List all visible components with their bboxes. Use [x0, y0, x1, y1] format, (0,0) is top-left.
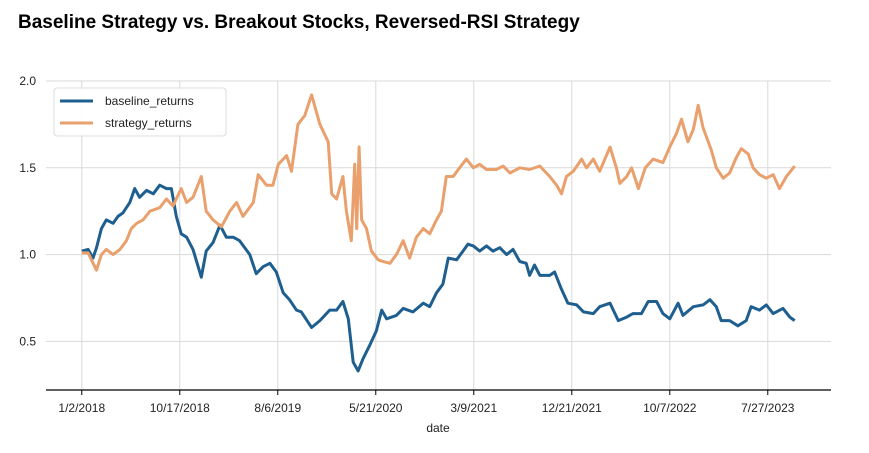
legend-box — [53, 87, 227, 137]
x-tick-label: 3/9/2021 — [450, 401, 497, 415]
legend-label: baseline_returns — [105, 94, 194, 108]
x-tick-label: 8/6/2019 — [254, 401, 301, 415]
chart-title: Baseline Strategy vs. Breakout Stocks, R… — [18, 12, 580, 33]
x-tick-label: 10/7/2022 — [643, 401, 697, 415]
y-tick-label: 1.0 — [19, 248, 36, 262]
y-ticks: 0.5 1.0 1.5 2.0 — [19, 74, 36, 348]
x-tick-label: 7/27/2023 — [741, 401, 795, 415]
series-line-baseline-returns — [81, 183, 796, 373]
y-tick-label: 2.0 — [19, 74, 36, 88]
legend-label: strategy_returns — [105, 116, 192, 130]
series-lines — [81, 93, 796, 373]
legend: baseline_returns strategy_returns — [53, 87, 227, 137]
x-tick-label: 10/17/2018 — [150, 401, 210, 415]
x-ticks: 1/2/2018 10/17/2018 8/6/2019 5/21/2020 3/9/2… — [58, 390, 795, 415]
x-tick-label: 1/2/2018 — [58, 401, 105, 415]
y-tick-label: 1.5 — [19, 161, 36, 175]
y-tick-label: 0.5 — [19, 334, 36, 348]
x-axis-label: date — [426, 421, 450, 435]
grid — [46, 80, 831, 390]
x-tick-label: 12/21/2021 — [542, 401, 602, 415]
series-line-strategy-returns — [81, 93, 796, 272]
x-tick-label: 5/21/2020 — [349, 401, 403, 415]
